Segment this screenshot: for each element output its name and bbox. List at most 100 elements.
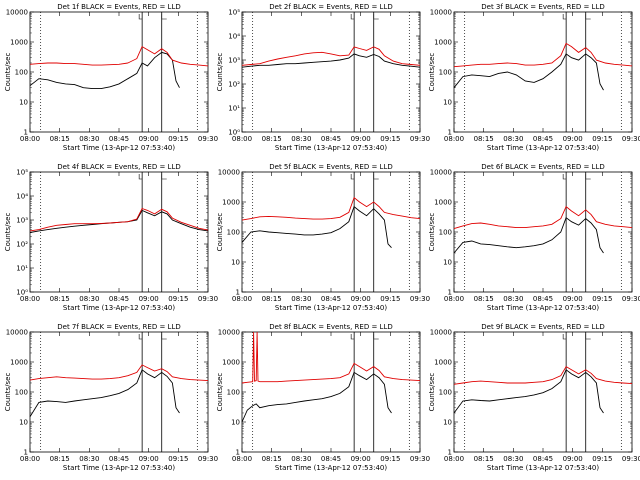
- y-tick-label: 10³: [228, 57, 240, 65]
- x-axis-label: Start Time (13-Apr-12 07:53:40): [487, 464, 599, 472]
- x-tick-label: 08:45: [321, 135, 341, 143]
- x-tick-label: 08:15: [262, 455, 282, 463]
- y-axis-label: Counts/sec: [428, 373, 436, 412]
- x-tick-label: 09:30: [198, 135, 218, 143]
- x-tick-label: 08:30: [79, 455, 99, 463]
- plot-frame: [453, 171, 633, 293]
- plot-frame: [29, 331, 209, 453]
- y-tick-label: 10⁵: [16, 169, 28, 177]
- series-line-lld: [453, 365, 633, 385]
- x-tick-label: 09:00: [563, 135, 583, 143]
- x-tick-label: 08:00: [444, 455, 464, 463]
- x-tick-label: 09:00: [563, 295, 583, 303]
- interval-bracket: [138, 14, 143, 20]
- y-tick-label: 1000: [222, 359, 240, 367]
- x-tick-label: 09:00: [139, 295, 159, 303]
- x-axis-label: Start Time (13-Apr-12 07:53:40): [275, 464, 387, 472]
- panel-title: Det 6f BLACK = Events, RED = LLD: [481, 163, 604, 171]
- x-tick-label: 09:30: [198, 295, 218, 303]
- panel-det-7: Det 7f BLACK = Events, RED = LLD 1 10 100 10…: [4, 323, 218, 472]
- y-tick-label: 100: [439, 69, 452, 77]
- plot-frame: [29, 171, 209, 293]
- x-tick-label: 08:45: [321, 295, 341, 303]
- x-tick-label: 08:45: [109, 135, 129, 143]
- series-line-events: [29, 369, 180, 417]
- y-axis-label: Counts/sec: [216, 53, 224, 92]
- x-tick-label: 08:15: [262, 135, 282, 143]
- x-tick-label: 09:00: [351, 135, 371, 143]
- y-tick-label: 10⁰: [16, 289, 28, 297]
- series-line-lld: [453, 205, 633, 230]
- y-tick-label: 10000: [6, 9, 28, 17]
- x-tick-label: 09:15: [168, 455, 188, 463]
- y-tick-label: 10⁴: [228, 33, 240, 41]
- x-tick-label: 09:00: [351, 295, 371, 303]
- panel-title: Det 8f BLACK = Events, RED = LLD: [269, 323, 392, 331]
- y-tick-label: 100: [439, 229, 452, 237]
- y-tick-label: 10: [231, 419, 240, 427]
- x-tick-label: 08:30: [79, 135, 99, 143]
- interval-bracket: [585, 14, 591, 20]
- panel-title: Det 7f BLACK = Events, RED = LLD: [57, 323, 180, 331]
- panel-det-2: Det 2f BLACK = Events, RED = LLD 10⁰ 10¹ 10…: [216, 3, 430, 152]
- interval-bracket: [350, 174, 355, 180]
- x-tick-label: 08:15: [474, 295, 494, 303]
- y-tick-label: 10000: [218, 169, 240, 177]
- plot-frame: [241, 11, 421, 133]
- interval-bracket: [138, 334, 143, 340]
- y-tick-label: 1000: [434, 39, 452, 47]
- plot-frame: [29, 11, 209, 133]
- x-tick-label: 08:30: [291, 295, 311, 303]
- x-tick-label: 08:45: [109, 295, 129, 303]
- y-tick-label: 10000: [430, 9, 452, 17]
- y-tick-label: 10: [443, 419, 452, 427]
- y-tick-label: 10²: [228, 81, 240, 89]
- series-line-lld: [241, 46, 421, 66]
- x-tick-label: 09:30: [410, 455, 430, 463]
- y-tick-label: 10000: [218, 329, 240, 337]
- interval-bracket: [373, 334, 379, 340]
- interval-bracket: [585, 334, 591, 340]
- x-tick-label: 08:30: [291, 135, 311, 143]
- x-tick-label: 09:15: [380, 135, 400, 143]
- y-tick-label: 10²: [16, 241, 28, 249]
- y-tick-label: 1000: [434, 199, 452, 207]
- x-tick-label: 09:00: [351, 455, 371, 463]
- y-tick-label: 10¹: [228, 105, 240, 113]
- x-tick-label: 08:15: [474, 135, 494, 143]
- x-tick-label: 09:30: [622, 455, 640, 463]
- x-tick-label: 08:00: [20, 135, 40, 143]
- x-tick-label: 08:30: [503, 455, 523, 463]
- y-tick-label: 1000: [10, 359, 28, 367]
- y-axis-label: Counts/sec: [4, 213, 12, 252]
- series-line-events: [453, 216, 604, 254]
- y-tick-label: 1: [448, 289, 452, 297]
- x-tick-label: 09:30: [198, 455, 218, 463]
- x-tick-label: 09:15: [380, 295, 400, 303]
- y-tick-label: 10³: [16, 217, 28, 225]
- series-line-events: [453, 53, 604, 91]
- x-axis-label: Start Time (13-Apr-12 07:53:40): [63, 304, 175, 312]
- panel-det-5: Det 5f BLACK = Events, RED = LLD 1 10 100 10…: [216, 163, 430, 312]
- x-tick-label: 09:30: [622, 295, 640, 303]
- y-tick-label: 1: [24, 449, 28, 457]
- series-line-events: [241, 53, 421, 68]
- panel-det-8: Det 8f BLACK = Events, RED = LLD 1 10 100 10…: [216, 323, 430, 472]
- panel-title: Det 2f BLACK = Events, RED = LLD: [269, 3, 392, 11]
- interval-bracket: [373, 174, 379, 180]
- x-axis-label: Start Time (13-Apr-12 07:53:40): [275, 144, 387, 152]
- x-tick-label: 08:30: [291, 455, 311, 463]
- x-tick-label: 09:15: [592, 295, 612, 303]
- y-tick-label: 10000: [430, 329, 452, 337]
- y-axis-label: Counts/sec: [428, 53, 436, 92]
- y-tick-label: 1: [236, 449, 240, 457]
- plot-frame: [453, 331, 633, 453]
- interval-bracket: [161, 174, 167, 180]
- x-axis-label: Start Time (13-Apr-12 07:53:40): [487, 304, 599, 312]
- x-tick-label: 08:00: [444, 135, 464, 143]
- interval-bracket: [562, 174, 567, 180]
- series-line-lld: [241, 196, 421, 221]
- interval-bracket: [161, 14, 167, 20]
- x-axis-label: Start Time (13-Apr-12 07:53:40): [487, 144, 599, 152]
- y-tick-label: 100: [15, 389, 28, 397]
